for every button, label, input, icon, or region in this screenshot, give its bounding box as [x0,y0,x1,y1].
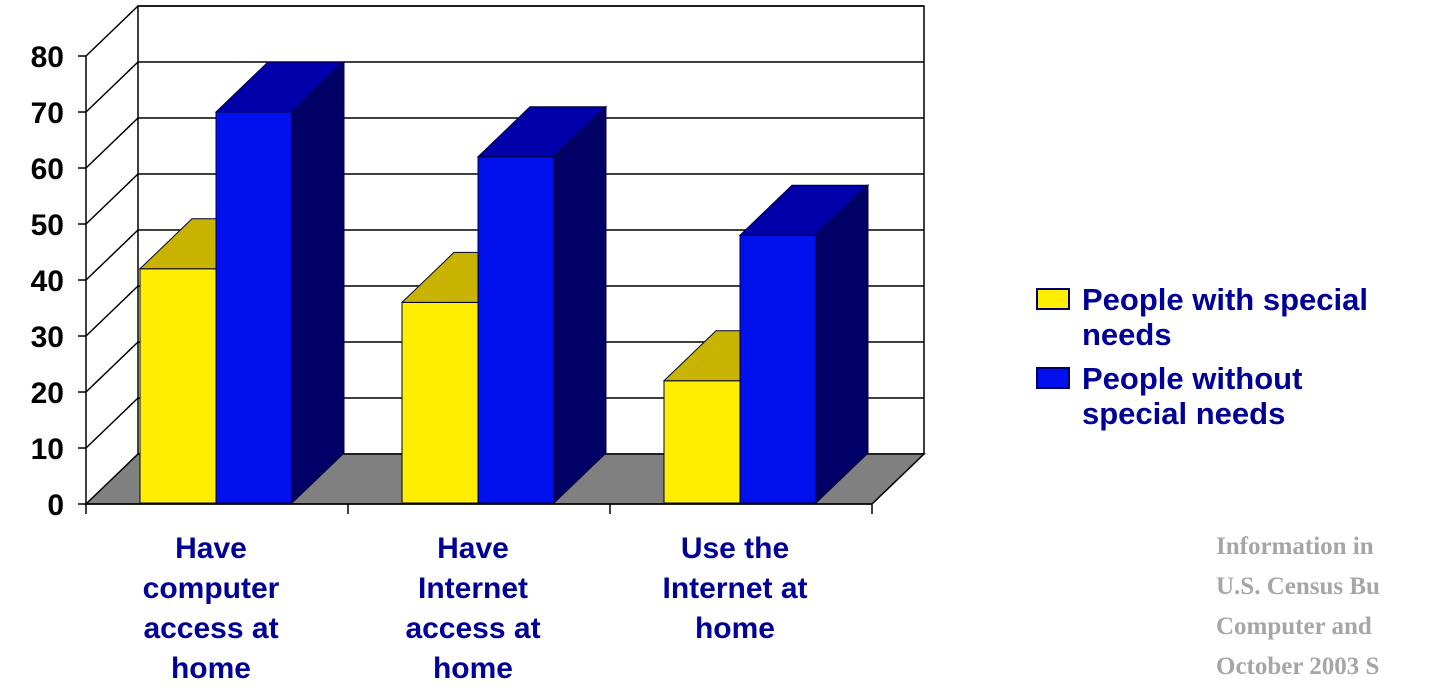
y-tick-label: 50 [31,209,64,242]
gridline-diagonal [85,285,139,337]
gridline-diagonal [85,397,139,449]
legend-swatch-special-needs [1036,288,1070,310]
y-tick-label: 40 [31,265,64,298]
x-category-label-line: Have [175,532,247,565]
bar-front [477,156,555,504]
bar-side [553,105,607,505]
legend-item-without-special-needs: People without special needs [1036,361,1452,431]
bar-front [139,268,217,504]
x-category-label-line: home [171,652,251,685]
gridline-diagonal [85,341,139,393]
x-category-label-line: access at [143,612,278,645]
source-note-line-2: U.S. Census Bu [1216,573,1380,600]
x-category-label-line: Have [437,532,509,565]
legend-swatch-without-special-needs [1036,367,1070,389]
chart-legend: People with special needs People without… [1036,282,1452,440]
source-note-line-3: Computer and [1216,613,1372,640]
gridline-diagonal [85,117,139,169]
bar-front [401,301,479,504]
x-category-label-line: Internet at [662,572,807,605]
x-category-label: Have Internet access at home [405,532,540,685]
x-category-label: Use the Internet at home [662,532,807,645]
y-tick-label: 0 [47,489,64,522]
x-category-label-line: access at [405,612,540,645]
y-tick-label: 20 [31,377,64,410]
bar-side [291,60,345,505]
x-category-label-line: home [695,612,775,645]
x-category-label: Have computer access at home [143,532,280,685]
bar-front [215,111,293,504]
legend-label-special-needs-line1: People with special [1082,282,1368,317]
y-tick-label: 60 [31,153,64,186]
y-tick-label: 10 [31,433,64,466]
y-tick-label: 30 [31,321,64,354]
legend-item-special-needs: People with special needs [1036,282,1452,352]
source-note-line-4: October 2003 S [1216,653,1380,680]
legend-label-without-special-needs-line1: People without [1082,361,1303,396]
x-category-label-line: Use the [681,532,789,565]
source-note-line-1: Information in [1216,533,1374,560]
y-tick-label: 70 [31,97,64,130]
x-category-label-line: home [433,652,513,685]
x-category-label-line: Internet [418,572,528,605]
gridline-diagonal [85,229,139,281]
bar-front [739,234,817,504]
gridline-diagonal [85,173,139,225]
y-tick-label: 80 [31,41,64,74]
legend-label-without-special-needs-line2: special needs [1082,396,1286,431]
x-category-label-line: computer [143,572,280,605]
legend-label-special-needs-line2: needs [1082,317,1172,352]
bar-side [815,184,869,505]
bar-front [663,380,741,504]
gridline-diagonal [85,5,139,57]
source-note: Information in U.S. Census Bu Computer a… [1216,527,1380,687]
gridline-diagonal [85,61,139,113]
